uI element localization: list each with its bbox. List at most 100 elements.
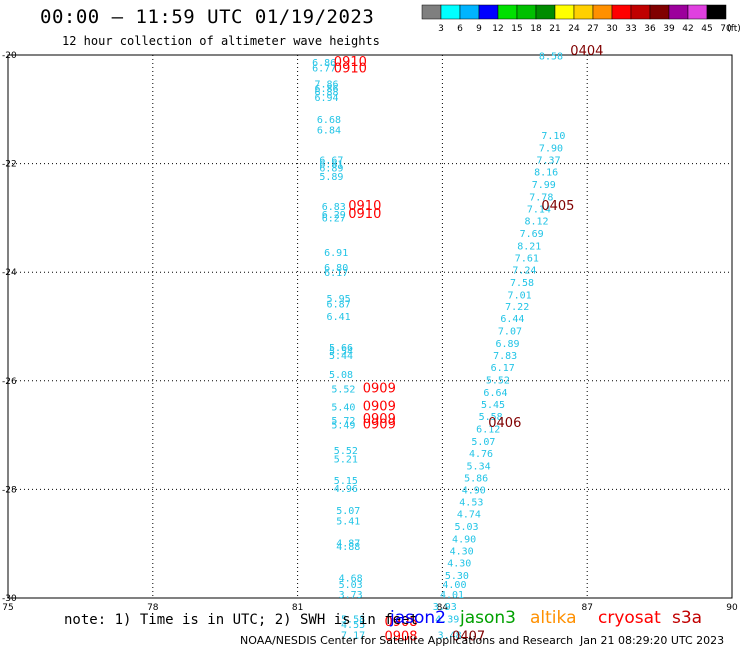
y-tick-label: -30 — [2, 594, 17, 604]
wave-height-label: 6.89 — [319, 164, 343, 175]
wave-height-label: 5.58 — [479, 412, 503, 423]
wave-height-label: 4.55 — [341, 620, 365, 631]
colorbar-swatch — [706, 4, 727, 20]
wave-height-label: 7.86 — [314, 80, 338, 91]
wave-height-label: 5.08 — [329, 370, 353, 381]
wave-height-label: 5.72 — [331, 416, 355, 427]
legend-altika: altika — [530, 608, 577, 628]
wave-height-label: 5.52 — [331, 385, 355, 396]
pass-time-label: 0406 — [488, 416, 521, 431]
x-tick-label: 75 — [2, 603, 13, 613]
colorbar-label: 33 — [625, 24, 636, 34]
colorbar-label: 21 — [549, 24, 560, 34]
y-tick-label: -24 — [2, 268, 17, 278]
wave-height-label: 6.68 — [317, 115, 341, 126]
colorbar-unit: (ft) — [727, 24, 740, 34]
colorbar-label: 42 — [682, 24, 693, 34]
pass-time-label: 0909 — [363, 382, 396, 397]
wave-height-label: 6.44 — [500, 314, 524, 325]
colorbar-swatch — [668, 4, 689, 20]
wave-height-label: 5.41 — [336, 517, 360, 528]
wave-height-label: 7.24 — [512, 265, 536, 276]
wave-height-label: 5.03 — [454, 522, 478, 533]
wave-height-label: 4.90 — [452, 535, 476, 546]
colorbar-swatch — [497, 4, 518, 20]
wave-height-label: 7.90 — [539, 144, 563, 155]
colorbar-swatch — [573, 4, 594, 20]
wave-height-label: 7.01 — [508, 290, 532, 301]
x-tick-label: 78 — [147, 603, 159, 613]
wave-height-label: 5.89 — [319, 172, 343, 183]
wave-height-label: 6.29 — [322, 210, 346, 221]
pass-time-label: 0910 — [348, 199, 381, 214]
wave-height-label: 6.12 — [476, 424, 500, 435]
colorbar-swatch — [459, 4, 480, 20]
pass-time-label: 0910 — [348, 207, 381, 222]
wave-height-label: 7.17 — [341, 631, 365, 642]
footer-note: note: 1) Time is in UTC; 2) SWH is in fe… — [64, 612, 419, 628]
wave-height-label: 6.91 — [324, 248, 348, 259]
wave-height-label: 4.00 — [442, 580, 466, 591]
wave-height-label: 7.37 — [537, 156, 561, 167]
y-tick-label: -22 — [2, 160, 17, 170]
wave-height-label: 6.81 — [319, 159, 343, 170]
wave-height-label: 5.49 — [331, 421, 355, 432]
y-tick-label: -20 — [2, 51, 17, 61]
wave-height-label: 6.94 — [314, 93, 338, 104]
wave-height-label: 6.67 — [319, 156, 343, 167]
colorbar-swatch — [478, 4, 499, 20]
wave-height-label: 5.30 — [445, 571, 469, 582]
chart-title: 00:00 – 11:59 UTC 01/19/2023 — [40, 6, 375, 28]
colorbar-label: 27 — [587, 24, 598, 34]
legend-jason2: jason2 — [390, 608, 446, 628]
pass-time-label: 0910 — [334, 61, 367, 76]
wave-height-label: 7.22 — [505, 302, 529, 313]
colorbar-swatch — [649, 4, 670, 20]
wave-height-label: 5.07 — [471, 437, 495, 448]
x-tick-label: 84 — [437, 603, 449, 613]
colorbar-label: 30 — [606, 24, 618, 34]
colorbar-label: 24 — [568, 24, 580, 34]
wave-height-label: 4.01 — [440, 590, 464, 601]
chart-subtitle: 12 hour collection of altimeter wave hei… — [62, 34, 380, 48]
wave-height-label: 8.12 — [524, 216, 548, 227]
colorbar-swatch — [592, 4, 613, 20]
colorbar-swatch — [630, 4, 651, 20]
wave-height-label: 5.45 — [481, 400, 505, 411]
wave-height-label: 7.58 — [510, 278, 534, 289]
colorbar-swatch — [535, 4, 556, 20]
colorbar-label: 6 — [457, 24, 463, 34]
wave-height-label: 5.40 — [331, 403, 355, 414]
colorbar-swatch — [554, 4, 575, 20]
colorbar-label: 36 — [644, 24, 656, 34]
colorbar-label: 70 — [720, 24, 732, 34]
colorbar-label: 39 — [663, 24, 675, 34]
wave-height-label: 6.77 — [312, 63, 336, 74]
wave-height-label: 8.16 — [534, 168, 558, 179]
wave-height-label: 6.27 — [322, 214, 346, 225]
timestamp: Jan 21 08:29:20 UTC 2023 — [580, 634, 725, 647]
wave-height-label: 8.21 — [517, 241, 541, 252]
wave-height-label: 4.76 — [469, 449, 493, 460]
x-tick-label: 81 — [292, 603, 303, 613]
wave-height-label: 6.41 — [327, 312, 351, 323]
colorbar-label: 12 — [492, 24, 503, 34]
pass-time-label: 0407 — [452, 629, 485, 644]
wave-height-label: 5.44 — [329, 351, 353, 362]
pass-time-label: 0404 — [570, 44, 603, 59]
wave-height-label: 5.52 — [334, 446, 358, 457]
colorbar-swatch — [611, 4, 632, 20]
legend-cryosat: cryosat — [598, 608, 661, 628]
wave-height-label: 4.90 — [462, 486, 486, 497]
credit-text: NOAA/NESDIS Center for Satellite Applica… — [240, 634, 574, 647]
wave-height-label: 4.30 — [447, 559, 471, 570]
wave-height-label: 6.83 — [322, 202, 346, 213]
wave-height-label: 5.34 — [467, 461, 491, 472]
wave-height-label: 7.78 — [529, 193, 553, 204]
wave-height-label: 6.88 — [314, 88, 338, 99]
wave-height-label: 6.64 — [483, 388, 507, 399]
wave-height-label: 6.17 — [324, 268, 348, 279]
wave-height-label: 7.83 — [493, 351, 517, 362]
colorbar-swatch — [687, 4, 708, 20]
